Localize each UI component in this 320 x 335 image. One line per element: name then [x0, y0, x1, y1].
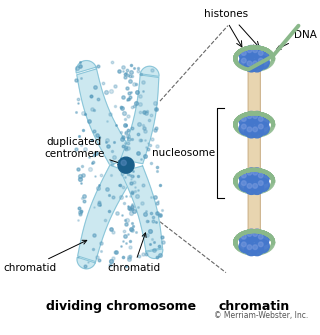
Circle shape — [256, 178, 269, 192]
Circle shape — [259, 124, 263, 129]
Circle shape — [242, 124, 246, 129]
Circle shape — [259, 117, 263, 121]
Circle shape — [239, 48, 252, 62]
FancyBboxPatch shape — [248, 193, 260, 231]
Circle shape — [251, 59, 264, 72]
Circle shape — [251, 181, 264, 194]
Circle shape — [239, 178, 252, 192]
Circle shape — [251, 125, 264, 138]
Text: dividing chromosome: dividing chromosome — [46, 300, 196, 313]
Circle shape — [256, 240, 269, 253]
Circle shape — [247, 245, 252, 250]
Circle shape — [245, 168, 258, 181]
Circle shape — [247, 184, 252, 188]
Circle shape — [239, 56, 252, 69]
Circle shape — [242, 58, 246, 63]
Circle shape — [239, 122, 252, 135]
Circle shape — [245, 181, 258, 194]
Circle shape — [245, 59, 258, 72]
Circle shape — [247, 61, 252, 66]
Text: chromatid: chromatid — [107, 233, 160, 273]
Polygon shape — [76, 61, 134, 165]
Circle shape — [259, 51, 263, 55]
Text: © Merriam-Webster, Inc.: © Merriam-Webster, Inc. — [214, 311, 308, 320]
Text: nucleosome: nucleosome — [152, 148, 216, 158]
Text: chromatin: chromatin — [219, 300, 290, 313]
Circle shape — [247, 48, 252, 53]
Circle shape — [253, 231, 258, 236]
Circle shape — [242, 181, 246, 186]
Circle shape — [251, 168, 264, 181]
Circle shape — [245, 46, 258, 59]
Circle shape — [118, 157, 134, 173]
Circle shape — [245, 125, 258, 138]
Text: histones: histones — [204, 9, 248, 19]
FancyBboxPatch shape — [248, 70, 260, 113]
Polygon shape — [77, 165, 134, 269]
FancyBboxPatch shape — [248, 136, 260, 170]
Circle shape — [253, 48, 258, 53]
Circle shape — [251, 243, 264, 256]
Circle shape — [245, 243, 258, 256]
Circle shape — [245, 229, 258, 243]
Text: DNA: DNA — [276, 30, 317, 50]
Circle shape — [239, 232, 252, 245]
Text: chromatid: chromatid — [3, 240, 87, 273]
Circle shape — [242, 234, 246, 239]
Circle shape — [253, 171, 258, 175]
Circle shape — [253, 61, 258, 66]
Circle shape — [253, 114, 258, 119]
Circle shape — [256, 171, 269, 184]
Circle shape — [239, 114, 252, 128]
Circle shape — [259, 173, 263, 178]
Text: duplicated
centromere: duplicated centromere — [44, 137, 122, 165]
Circle shape — [256, 48, 269, 62]
Circle shape — [256, 232, 269, 245]
Circle shape — [247, 231, 252, 236]
Polygon shape — [121, 66, 159, 164]
Circle shape — [121, 160, 126, 165]
Circle shape — [245, 112, 258, 125]
Circle shape — [259, 234, 263, 239]
Circle shape — [259, 58, 263, 63]
Circle shape — [242, 117, 246, 121]
Polygon shape — [121, 166, 163, 259]
Circle shape — [242, 173, 246, 178]
Circle shape — [251, 46, 264, 59]
Circle shape — [253, 245, 258, 250]
Circle shape — [242, 242, 246, 247]
Circle shape — [259, 242, 263, 247]
Circle shape — [251, 112, 264, 125]
Circle shape — [251, 229, 264, 243]
Circle shape — [256, 56, 269, 69]
Circle shape — [247, 114, 252, 119]
Circle shape — [242, 51, 246, 55]
Circle shape — [239, 171, 252, 184]
Circle shape — [253, 127, 258, 132]
Circle shape — [239, 240, 252, 253]
Circle shape — [247, 127, 252, 132]
Circle shape — [247, 171, 252, 175]
Circle shape — [253, 184, 258, 188]
Circle shape — [259, 181, 263, 186]
Circle shape — [256, 114, 269, 128]
Circle shape — [256, 122, 269, 135]
